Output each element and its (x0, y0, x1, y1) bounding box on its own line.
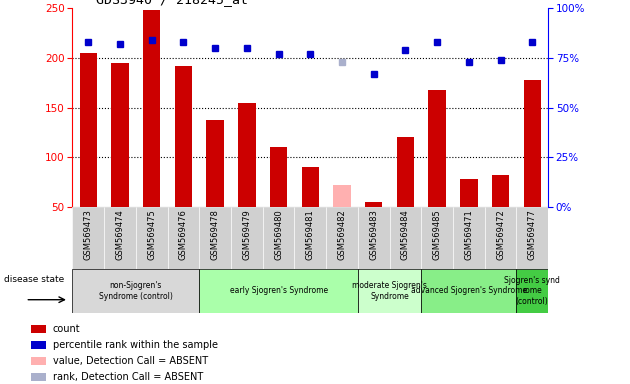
Text: GSM569480: GSM569480 (274, 209, 283, 260)
Bar (263, 207, 294, 269)
Text: GSM569483: GSM569483 (369, 209, 378, 260)
Bar (358, 207, 389, 269)
Text: disease state: disease state (4, 275, 64, 284)
Bar (238, 103, 256, 207)
Bar (168, 207, 199, 269)
Bar (358, 269, 421, 313)
Bar (31, 357, 47, 365)
Text: GSM569474: GSM569474 (115, 209, 125, 260)
Text: GSM569475: GSM569475 (147, 209, 156, 260)
Bar (31, 341, 47, 349)
Bar (199, 269, 358, 313)
Bar (31, 373, 47, 381)
Bar (421, 269, 517, 313)
Text: early Sjogren's Syndrome: early Sjogren's Syndrome (229, 286, 328, 295)
Bar (143, 10, 161, 207)
Bar (72, 207, 104, 269)
Bar (517, 269, 548, 313)
Text: GSM569472: GSM569472 (496, 209, 505, 260)
Bar (72, 269, 199, 313)
Bar (484, 207, 517, 269)
Text: GSM569482: GSM569482 (338, 209, 346, 260)
Bar (421, 207, 453, 269)
Bar (453, 207, 484, 269)
Text: rank, Detection Call = ABSENT: rank, Detection Call = ABSENT (52, 372, 203, 382)
Text: percentile rank within the sample: percentile rank within the sample (52, 340, 217, 350)
Text: GSM569479: GSM569479 (243, 209, 251, 260)
Text: GSM569477: GSM569477 (528, 209, 537, 260)
Bar (397, 137, 414, 207)
Text: count: count (52, 324, 80, 334)
Text: GSM569473: GSM569473 (84, 209, 93, 260)
Bar (333, 185, 351, 207)
Bar (31, 325, 47, 333)
Bar (104, 207, 136, 269)
Text: advanced Sjogren's Syndrome: advanced Sjogren's Syndrome (411, 286, 527, 295)
Bar (79, 53, 97, 207)
Bar (175, 66, 192, 207)
Bar (199, 207, 231, 269)
Text: value, Detection Call = ABSENT: value, Detection Call = ABSENT (52, 356, 208, 366)
Text: Sjogren's synd
rome
(control): Sjogren's synd rome (control) (504, 276, 560, 306)
Bar (492, 175, 509, 207)
Bar (326, 207, 358, 269)
Text: GSM569481: GSM569481 (306, 209, 315, 260)
Bar (136, 207, 168, 269)
Text: GDS3940 / 218245_at: GDS3940 / 218245_at (96, 0, 248, 7)
Bar (294, 207, 326, 269)
Text: non-Sjogren's
Syndrome (control): non-Sjogren's Syndrome (control) (99, 281, 173, 301)
Bar (207, 119, 224, 207)
Bar (524, 79, 541, 207)
Bar (365, 202, 382, 207)
Bar (428, 89, 446, 207)
Text: GSM569484: GSM569484 (401, 209, 410, 260)
Bar (112, 63, 129, 207)
Text: GSM569485: GSM569485 (433, 209, 442, 260)
Bar (270, 147, 287, 207)
Bar (231, 207, 263, 269)
Bar (302, 167, 319, 207)
Bar (389, 207, 421, 269)
Bar (517, 207, 548, 269)
Text: GSM569478: GSM569478 (210, 209, 220, 260)
Text: GSM569471: GSM569471 (464, 209, 473, 260)
Bar (460, 179, 478, 207)
Text: moderate Sjogren's
Syndrome: moderate Sjogren's Syndrome (352, 281, 427, 301)
Text: GSM569476: GSM569476 (179, 209, 188, 260)
